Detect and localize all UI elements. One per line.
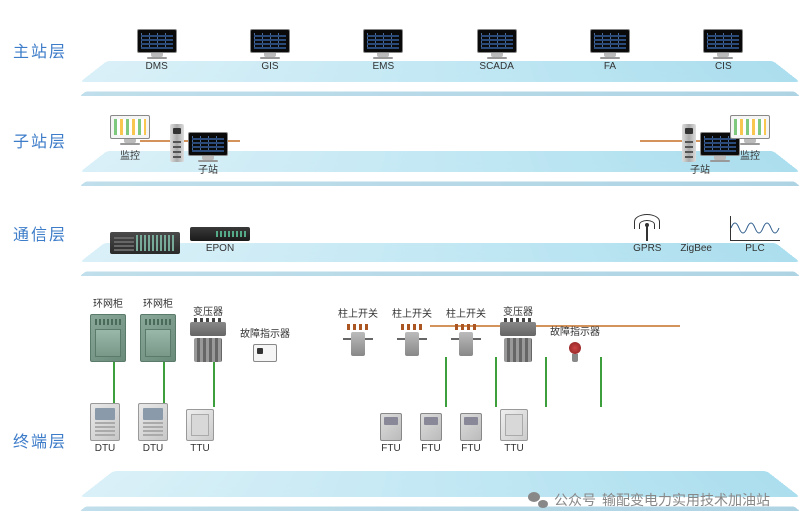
vline-5 — [495, 357, 497, 407]
ftu-1: FTU — [380, 413, 402, 454]
ftu-2: FTU — [420, 413, 442, 454]
master-item-dms: DMS — [137, 29, 177, 72]
master-items: DMS GIS EMS SCADA FA CIS — [80, 29, 800, 72]
pole-switch-1: 柱上开关 — [338, 305, 378, 362]
master-layer-label: 主站层 — [0, 38, 80, 62]
comm-platform: EPON GPRS ZigBee PLC — [80, 195, 800, 270]
watermark-text: 输配变电力实用技术加油站 — [602, 490, 770, 510]
watermark: 公众号 输配变电力实用技术加油站 — [528, 490, 770, 510]
master-item-ems: EMS — [363, 29, 403, 72]
vline-4 — [445, 357, 447, 407]
vline-6 — [545, 357, 547, 407]
sub-layer: 子站层 监控 子站 子站 监控 — [0, 100, 800, 180]
wechat-icon — [528, 492, 548, 508]
vline-1 — [113, 357, 115, 407]
sub-platform: 监控 子站 子站 监控 — [80, 100, 800, 180]
transformer-1: 变压器 — [190, 303, 226, 362]
fault-indicator-1: 故障指示器 — [240, 325, 290, 362]
master-item-scada: SCADA — [477, 29, 517, 72]
comm-layer-label: 通信层 — [0, 221, 80, 245]
vline-3 — [213, 357, 215, 407]
dtu-1: DTU — [90, 403, 120, 454]
dtu-2: DTU — [138, 403, 168, 454]
transformer-2: 变压器 — [500, 303, 536, 362]
watermark-prefix: 公众号 — [554, 490, 596, 510]
terminal-layer-label: 终端层 — [0, 428, 80, 452]
vline-7 — [600, 357, 602, 407]
master-layer: 主站层 DMS GIS EMS SCADA FA CIS — [0, 10, 800, 90]
comm-zigbee: ZigBee — [680, 211, 712, 254]
comm-layer: 通信层 EPON GPRS ZigBee PLC — [0, 195, 800, 270]
fault-indicator-2: 故障指示器 — [550, 323, 600, 362]
terminal-top-row: 环网柜 环网柜 变压器 故障指示器 柱上开关 柱上开关 柱上开关 变压器 故障指… — [80, 295, 800, 362]
master-item-gis: GIS — [250, 29, 290, 72]
pole-switch-2: 柱上开关 — [392, 305, 432, 362]
terminal-layer: 终端层 环网柜 环网柜 变压器 故障指示器 柱上开关 柱上开关 柱上开关 变压器… — [0, 295, 800, 505]
terminal-bottom-row: DTU DTU TTU FTU FTU FTU TTU — [80, 403, 800, 454]
ring-cabinet-2: 环网柜 — [140, 295, 176, 362]
comm-gprs: GPRS — [632, 211, 662, 254]
ttu-1: TTU — [186, 409, 214, 454]
ttu-2: TTU — [500, 409, 528, 454]
ftu-3: FTU — [460, 413, 482, 454]
master-item-fa: FA — [590, 29, 630, 72]
comm-plc: PLC — [730, 216, 780, 254]
sub-layer-label: 子站层 — [0, 128, 80, 152]
pole-switch-3: 柱上开关 — [446, 305, 486, 362]
terminal-platform: 环网柜 环网柜 变压器 故障指示器 柱上开关 柱上开关 柱上开关 变压器 故障指… — [80, 295, 800, 505]
ring-cabinet-1: 环网柜 — [90, 295, 126, 362]
master-platform: DMS GIS EMS SCADA FA CIS — [80, 10, 800, 90]
master-item-cis: CIS — [703, 29, 743, 72]
vline-2 — [163, 357, 165, 407]
